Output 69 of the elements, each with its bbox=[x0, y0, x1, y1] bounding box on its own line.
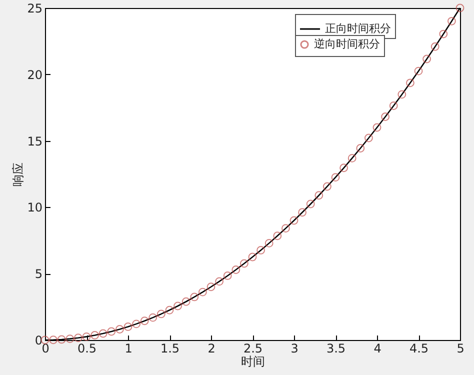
x-tick-label: 2.5 bbox=[243, 342, 263, 356]
point bbox=[322, 182, 332, 191]
point bbox=[364, 134, 373, 142]
point bbox=[456, 4, 464, 12]
point bbox=[248, 252, 257, 262]
point bbox=[348, 154, 356, 162]
point bbox=[273, 232, 282, 240]
point bbox=[281, 224, 290, 233]
point bbox=[74, 334, 82, 342]
point bbox=[198, 288, 207, 296]
x-axis-title: 时间 bbox=[241, 354, 265, 368]
point bbox=[398, 90, 406, 99]
x-tick-label: 3 bbox=[290, 342, 298, 356]
point bbox=[422, 54, 432, 64]
point bbox=[165, 306, 174, 314]
x-tick-label: 4 bbox=[374, 342, 382, 356]
point bbox=[82, 332, 91, 341]
x-tick-label: 5 bbox=[456, 342, 464, 356]
point bbox=[264, 238, 274, 248]
x-tick-label: 1.5 bbox=[160, 342, 180, 356]
point bbox=[356, 144, 365, 152]
point bbox=[439, 30, 448, 38]
y-tick-label: 15 bbox=[27, 134, 42, 148]
point bbox=[314, 191, 324, 200]
point bbox=[174, 302, 182, 310]
point bbox=[290, 216, 298, 225]
point bbox=[306, 200, 315, 208]
point bbox=[107, 327, 116, 336]
point bbox=[372, 123, 382, 132]
x-tick-label: 1 bbox=[124, 342, 132, 356]
x-tick-label: 4.5 bbox=[409, 342, 429, 356]
point bbox=[240, 259, 248, 268]
y-tick-label: 20 bbox=[27, 68, 42, 82]
point bbox=[256, 246, 266, 254]
point bbox=[414, 66, 423, 76]
point bbox=[49, 336, 58, 344]
point bbox=[148, 313, 158, 322]
point bbox=[206, 282, 216, 292]
y-tick-label: 10 bbox=[27, 200, 42, 215]
point bbox=[406, 78, 414, 88]
point bbox=[132, 320, 141, 328]
point bbox=[232, 266, 240, 274]
y-axis-title: 响应 bbox=[11, 162, 26, 186]
x-tick-label: 3.5 bbox=[326, 342, 346, 356]
legend-label: 逆向时间积分 bbox=[314, 38, 380, 50]
point bbox=[447, 16, 456, 26]
point bbox=[430, 42, 440, 51]
point bbox=[190, 292, 199, 302]
point bbox=[98, 329, 108, 338]
point bbox=[331, 173, 340, 182]
point bbox=[298, 208, 307, 217]
point bbox=[66, 334, 74, 344]
point bbox=[90, 331, 100, 340]
point bbox=[57, 335, 66, 344]
point bbox=[223, 272, 232, 280]
point bbox=[389, 102, 398, 110]
point bbox=[381, 112, 390, 121]
point bbox=[340, 164, 348, 172]
x-tick-label: 0.5 bbox=[77, 342, 97, 356]
point bbox=[182, 297, 190, 306]
y-tick-label: 5 bbox=[34, 267, 42, 282]
point bbox=[140, 316, 149, 326]
point bbox=[215, 277, 224, 286]
point bbox=[156, 310, 166, 318]
x-tick-label: 2 bbox=[208, 342, 216, 356]
point bbox=[115, 325, 124, 334]
y-tick-label: 25 bbox=[27, 2, 42, 16]
legend-label: 正向时间积分 bbox=[325, 22, 391, 35]
point bbox=[124, 322, 132, 331]
